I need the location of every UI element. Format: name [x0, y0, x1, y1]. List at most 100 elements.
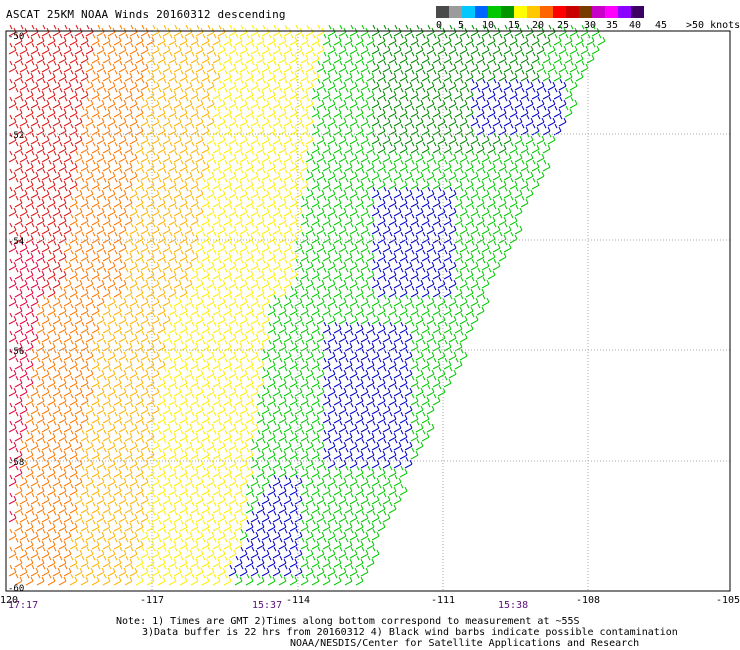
wind-barb: [338, 240, 347, 253]
wind-barb: [454, 267, 463, 280]
wind-barb: [223, 213, 232, 226]
wind-barb: [234, 303, 243, 316]
wind-barb: [366, 213, 375, 226]
wind-barb: [344, 303, 353, 316]
wind-barb: [228, 240, 237, 253]
wind-barb: [344, 87, 353, 100]
wind-barb: [256, 321, 265, 334]
wind-barb: [382, 168, 391, 181]
wind-barb: [113, 87, 122, 100]
wind-barb: [305, 294, 314, 307]
wind-barb: [404, 42, 413, 55]
wind-barb: [575, 33, 584, 46]
wind-barb: [289, 267, 298, 280]
wind-barb: [179, 51, 188, 64]
wind-barb: [426, 78, 435, 91]
wind-barb: [129, 132, 138, 145]
wind-barb: [360, 42, 369, 55]
scale-label: 25: [557, 20, 570, 31]
wind-barb: [261, 258, 270, 271]
wind-barb: [399, 303, 408, 316]
wind-barb: [470, 60, 479, 73]
wind-barb: [124, 321, 133, 334]
wind-barb: [311, 33, 320, 46]
wind-barb: [250, 258, 259, 271]
wind-barb: [58, 321, 67, 334]
scale-label: 15: [508, 20, 521, 31]
wind-barb: [443, 105, 452, 118]
wind-barb: [278, 285, 287, 298]
wind-barb: [498, 105, 507, 118]
wind-barb: [509, 123, 518, 136]
wind-barb: [256, 69, 265, 82]
wind-barb: [135, 33, 144, 46]
wind-barb: [19, 60, 28, 73]
wind-barb: [481, 204, 490, 217]
wind-barb: [206, 114, 215, 127]
wind-barb: [404, 312, 413, 325]
wind-barb: [272, 78, 281, 91]
wind-barb: [360, 312, 369, 325]
wind-barb: [366, 321, 375, 334]
wind-barb: [135, 159, 144, 172]
wind-barb: [190, 87, 199, 100]
wind-barb: [69, 339, 78, 352]
wind-barb: [41, 132, 50, 145]
wind-barb: [129, 96, 138, 109]
wind-barb: [69, 69, 78, 82]
wind-barb: [531, 69, 540, 82]
wind-barb: [135, 123, 144, 136]
wind-barb: [311, 285, 320, 298]
wind-barb: [404, 204, 413, 217]
wind-barb: [245, 87, 254, 100]
wind-barb: [190, 51, 199, 64]
wind-barb: [190, 69, 199, 82]
wind-barb: [30, 240, 39, 253]
wind-barb: [415, 186, 424, 199]
wind-barb: [212, 33, 221, 46]
wind-barb: [476, 195, 485, 208]
wind-barb: [250, 240, 259, 253]
wind-barb: [129, 312, 138, 325]
wind-barb: [393, 276, 402, 289]
wind-barb: [41, 276, 50, 289]
wind-barb: [355, 231, 364, 244]
wind-barb: [327, 168, 336, 181]
wind-barb: [157, 51, 166, 64]
wind-barb: [399, 51, 408, 64]
wind-barb: [558, 78, 567, 91]
wind-barb: [322, 213, 331, 226]
wind-barb: [14, 87, 23, 100]
wind-barb: [102, 177, 111, 190]
wind-barb: [509, 159, 518, 172]
wind-barb: [14, 123, 23, 136]
wind-barb: [190, 33, 199, 46]
wind-barb: [69, 159, 78, 172]
wind-barb: [239, 96, 248, 109]
wind-barb: [58, 177, 67, 190]
wind-barb: [305, 276, 314, 289]
wind-barb: [256, 267, 265, 280]
wind-barb: [173, 168, 182, 181]
wind-barb: [41, 222, 50, 235]
wind-barb: [520, 87, 529, 100]
wind-barb: [300, 213, 309, 226]
wind-barb: [91, 33, 100, 46]
wind-barb: [267, 159, 276, 172]
wind-barb: [503, 204, 512, 217]
wind-barb: [14, 195, 23, 208]
wind-barb: [459, 294, 468, 307]
wind-barb: [410, 141, 419, 154]
latitude-label: -60: [8, 584, 24, 594]
wind-barb: [448, 78, 457, 91]
wind-barb: [487, 33, 496, 46]
wind-barb: [267, 87, 276, 100]
wind-barb: [140, 42, 149, 55]
wind-barb: [151, 186, 160, 199]
wind-barb: [36, 249, 45, 262]
wind-barb: [267, 51, 276, 64]
wind-barb: [355, 69, 364, 82]
wind-barb: [52, 78, 61, 91]
wind-barb: [118, 240, 127, 253]
wind-barb: [459, 258, 468, 271]
